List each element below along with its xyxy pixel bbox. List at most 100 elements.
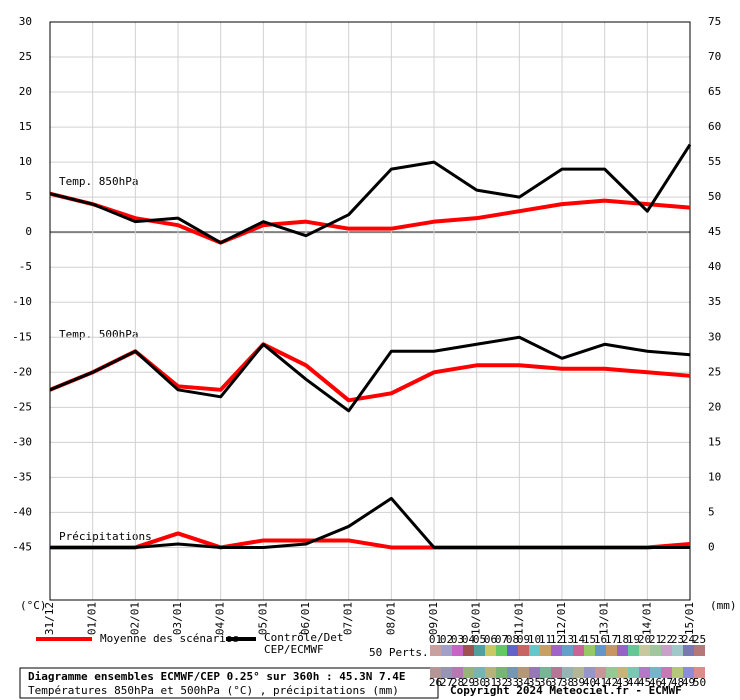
perturbation-label: 14 — [572, 633, 586, 646]
y2-tick-label: 10 — [708, 470, 721, 483]
perturbation-swatch — [562, 645, 573, 656]
y-tick-label: 20 — [19, 85, 32, 98]
perturbation-label: 21 — [649, 633, 662, 646]
y2-tick-label: 60 — [708, 120, 721, 133]
y2-tick-label: 35 — [708, 295, 721, 308]
perturbation-label: 37 — [550, 676, 563, 689]
y-tick-label: 30 — [19, 15, 32, 28]
perturbation-swatch — [474, 667, 485, 678]
perturbation-swatch — [584, 667, 595, 678]
y2-tick-label: 15 — [708, 435, 721, 448]
footer-subtitle: Températures 850hPa et 500hPa (°C) , pré… — [28, 684, 399, 697]
perturbation-swatch — [496, 645, 507, 656]
perturbation-label: 06 — [484, 633, 497, 646]
perturbation-swatch — [485, 667, 496, 678]
footer-copyright: Copyright 2024 Meteociel.fr - ECMWF — [450, 684, 682, 697]
perturbation-label: 07 — [495, 633, 508, 646]
y2-tick-label: 0 — [708, 540, 715, 553]
perturbation-label: 47 — [660, 676, 673, 689]
x-tick-label: 01/01 — [86, 602, 99, 635]
x-tick-label: 31/12 — [43, 602, 56, 635]
y-tick-label: -20 — [12, 365, 32, 378]
y2-tick-label: 70 — [708, 50, 721, 63]
y-tick-label: -10 — [12, 295, 32, 308]
perturbation-swatch — [617, 667, 628, 678]
perturbation-label: 23 — [671, 633, 684, 646]
y-tick-label: -40 — [12, 505, 32, 518]
perturbation-label: 49 — [682, 676, 695, 689]
x-tick-label: 02/01 — [128, 602, 141, 635]
perturbation-swatch — [639, 645, 650, 656]
perturbation-label: 17 — [605, 633, 618, 646]
perturbation-label: 28 — [451, 676, 464, 689]
perturbation-swatch — [540, 645, 551, 656]
perturbation-swatch — [562, 667, 573, 678]
perturbation-swatch — [683, 667, 694, 678]
perturbation-swatch — [551, 667, 562, 678]
perturbation-label: 46 — [649, 676, 662, 689]
perturbation-label: 13 — [561, 633, 574, 646]
perturbation-swatch — [661, 645, 672, 656]
perturbation-label: 50 — [693, 676, 706, 689]
perturbation-label: 24 — [682, 633, 696, 646]
perturbation-swatch — [474, 645, 485, 656]
y-tick-label: -30 — [12, 435, 32, 448]
perturbation-swatch — [496, 667, 507, 678]
perturbation-swatch — [584, 645, 595, 656]
perturbation-swatch — [683, 645, 694, 656]
y2-tick-label: 30 — [708, 330, 721, 343]
perturbation-swatch — [430, 667, 441, 678]
footer-box — [19, 667, 439, 699]
perturbation-label: 31 — [484, 676, 497, 689]
perturbation-swatch — [672, 667, 683, 678]
y-tick-label: 10 — [19, 155, 32, 168]
perturbation-label: 42 — [605, 676, 618, 689]
perturbation-swatch — [441, 645, 452, 656]
y-tick-label: -15 — [12, 330, 32, 343]
x-tick-label: 04/01 — [214, 602, 227, 635]
perturbation-label: 29 — [462, 676, 475, 689]
legend-label: Contrôle/Det CEP/ECMWF — [264, 631, 344, 656]
series-line — [49, 335, 691, 413]
annotation: Précipitations — [59, 530, 152, 543]
perturbation-swatch — [518, 667, 529, 678]
perturbation-swatch — [573, 667, 584, 678]
perturbation-label: 38 — [561, 676, 574, 689]
y2-tick-label: 50 — [708, 190, 721, 203]
perturbation-label: 09 — [517, 633, 530, 646]
perturbation-label: 40 — [583, 676, 596, 689]
y2-unit: (mm) — [710, 599, 737, 612]
y-tick-label: -35 — [12, 470, 32, 483]
perturbation-label: 12 — [550, 633, 563, 646]
perturbation-label: 01 — [429, 633, 442, 646]
x-tick-label: 06/01 — [299, 602, 312, 635]
perturbation-label: 03 — [451, 633, 464, 646]
y2-tick-label: 75 — [708, 15, 721, 28]
perturbation-swatch — [529, 667, 540, 678]
perturbation-swatch — [606, 667, 617, 678]
perturbation-label: 35 — [528, 676, 541, 689]
y-tick-label: 15 — [19, 120, 32, 133]
perturbation-swatch — [672, 645, 683, 656]
perturbation-swatch — [507, 667, 518, 678]
x-tick-label: 07/01 — [342, 602, 355, 635]
y2-tick-label: 65 — [708, 85, 721, 98]
perturbation-swatch — [694, 667, 705, 678]
perturbation-swatch — [507, 645, 518, 656]
perturbation-swatch — [661, 667, 672, 678]
perturbation-label: 10 — [528, 633, 541, 646]
y-tick-label: -25 — [12, 400, 32, 413]
perturbation-swatch — [617, 645, 628, 656]
perturbations-label: 50 Perts. — [369, 646, 429, 659]
perturbation-label: 33 — [506, 676, 519, 689]
x-tick-label: 09/01 — [427, 602, 440, 635]
perturbation-swatch — [463, 645, 474, 656]
x-tick-label: 08/01 — [384, 602, 397, 635]
perturbation-label: 26 — [429, 676, 442, 689]
x-tick-label: 11/01 — [512, 602, 525, 635]
perturbation-label: 15 — [583, 633, 596, 646]
perturbation-swatch — [639, 667, 650, 678]
perturbation-label: 11 — [539, 633, 552, 646]
